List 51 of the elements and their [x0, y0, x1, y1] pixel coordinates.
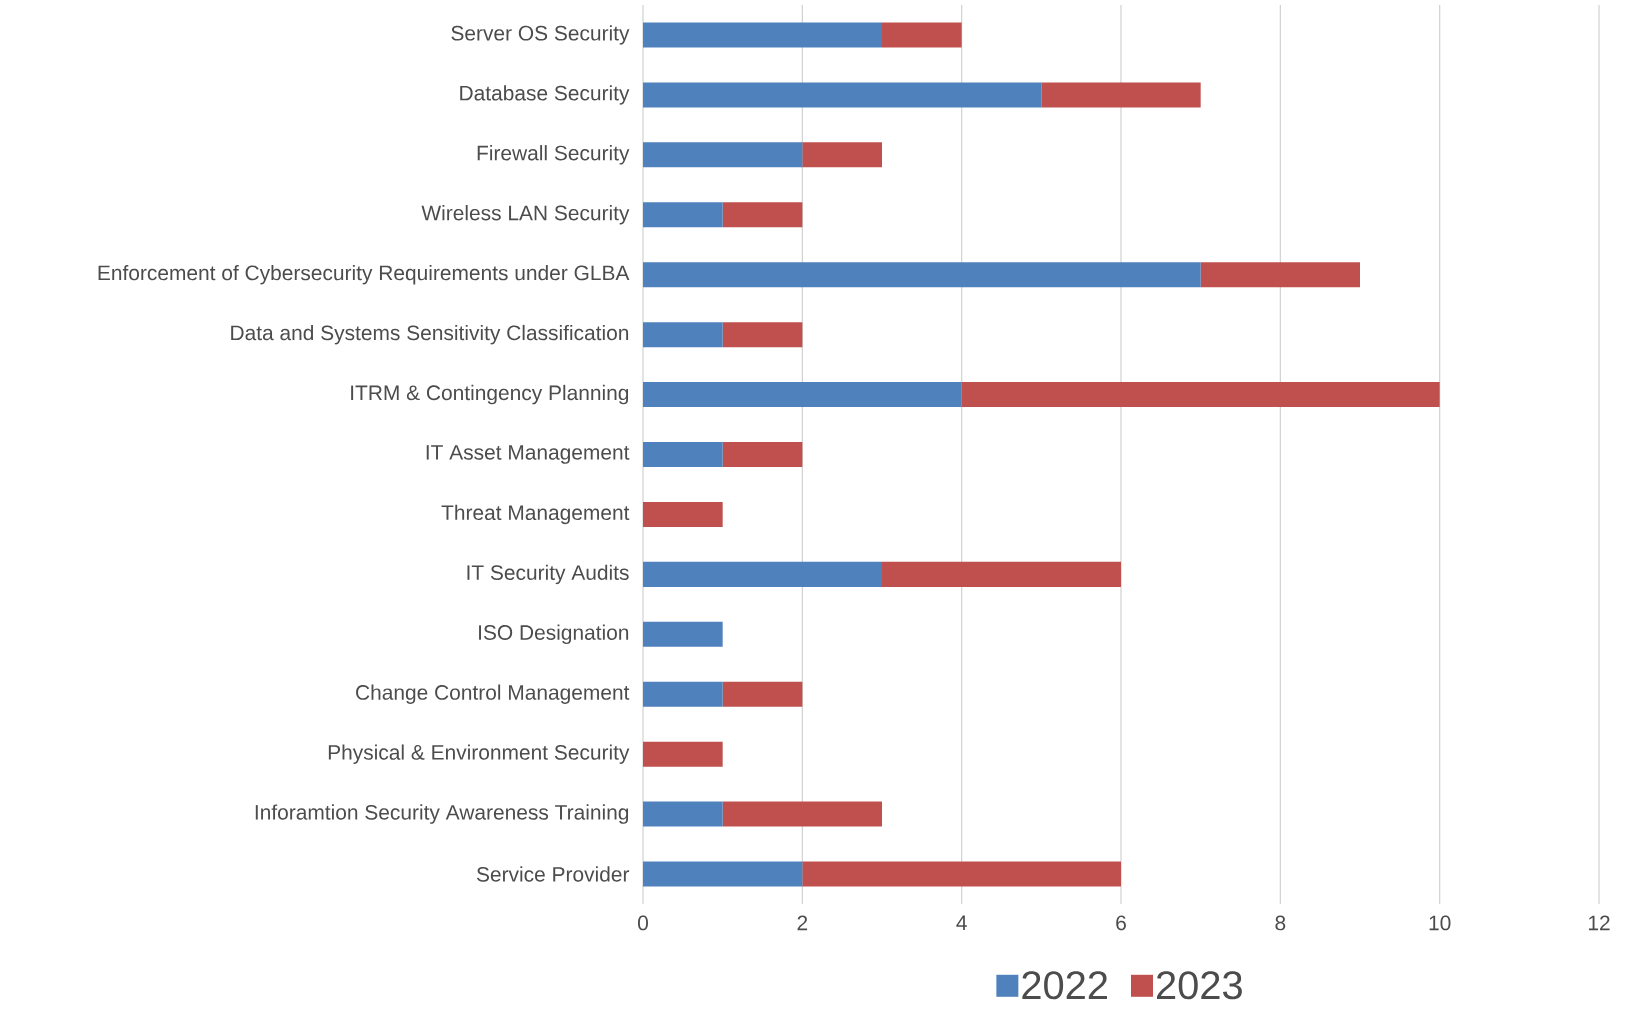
y-tick-label: Firewall Security — [477, 145, 630, 165]
legend-label: 2022 — [1022, 971, 1107, 1000]
bar — [1200, 262, 1361, 288]
y-tick-label: Wireless LAN Security — [421, 205, 630, 225]
y-tick-label: Threat Management — [441, 504, 630, 525]
y-tick-label: ISO Designation — [479, 624, 629, 645]
y-tick-label: Server OS Security — [451, 25, 630, 45]
bar — [643, 741, 723, 767]
x-tick-label: 12 — [1588, 915, 1610, 931]
x-tick-label: 8 — [1275, 915, 1286, 931]
bar — [643, 22, 882, 48]
y-tick-label: Physical & Environment Security — [328, 744, 630, 764]
bar — [722, 801, 882, 827]
bar — [722, 202, 803, 228]
bar — [643, 621, 723, 647]
bar — [643, 82, 1042, 108]
x-tick-label: 2 — [797, 915, 808, 931]
bar — [722, 322, 803, 348]
bar — [643, 382, 962, 408]
bar — [643, 681, 723, 707]
bar — [722, 681, 803, 707]
bar — [1041, 82, 1201, 108]
bar — [802, 142, 882, 168]
y-tick-label: Change Control Management — [356, 684, 630, 704]
x-tick-label: 6 — [1116, 915, 1126, 931]
y-tick-label: Database Security — [460, 85, 630, 105]
y-tick-label: ITRM & Contingency Planning — [351, 384, 629, 405]
bar — [643, 262, 1201, 288]
y-tick-label: Enforcement of Cybersecurity Requirements under GLBA — [98, 264, 630, 285]
x-tick-label: 4 — [956, 915, 967, 930]
bar — [643, 202, 723, 228]
y-tick-label: IT Asset Management — [426, 445, 630, 464]
bar — [643, 322, 723, 348]
y-tick-label: Service Provider — [476, 866, 630, 882]
legend-label: 2023 — [1157, 971, 1242, 1000]
bar — [643, 801, 723, 827]
bar — [802, 861, 1122, 887]
y-tick-label: Inforamtion Security Awareness Training — [255, 804, 629, 824]
bar — [643, 561, 882, 587]
bar — [882, 561, 1122, 587]
y-tick-label: IT Security Audits — [467, 564, 629, 585]
bar — [961, 382, 1440, 408]
bar — [643, 142, 803, 168]
x-tick-label: 0 — [638, 915, 648, 931]
bar — [643, 501, 723, 527]
y-tick-label: Data and Systems Sensitivity Classification — [231, 324, 629, 345]
bar — [643, 861, 803, 887]
bar — [643, 442, 723, 467]
bar — [882, 22, 962, 48]
x-tick-label: 10 — [1429, 915, 1451, 931]
bar — [722, 442, 803, 467]
